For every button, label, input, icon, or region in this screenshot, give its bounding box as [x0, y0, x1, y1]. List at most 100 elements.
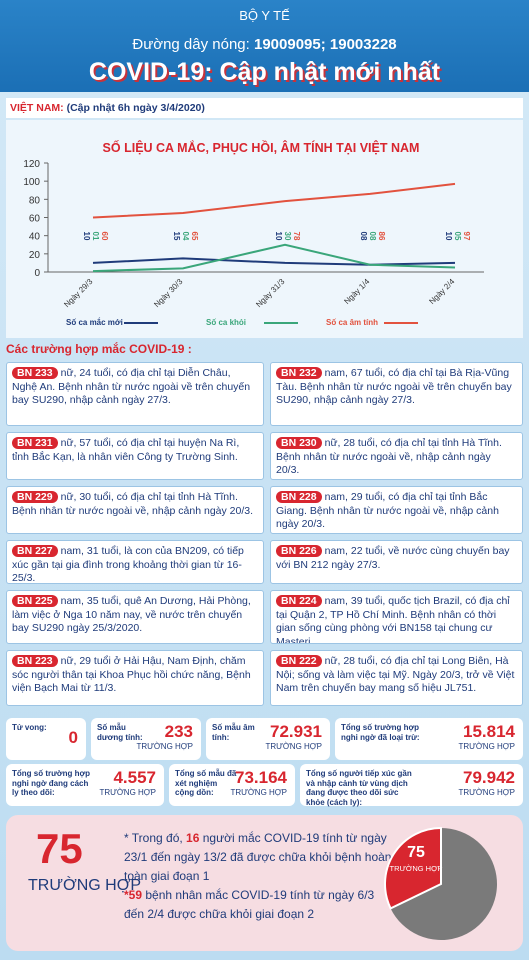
value-label: 60	[100, 232, 109, 241]
pie-slice	[390, 828, 497, 940]
y-tick-label: 120	[23, 159, 40, 170]
case-text: nữ, 24 tuổi, có địa chỉ tại Diễn Châu, N…	[12, 367, 251, 406]
title: COVID-19: Cập nhật mới nhất	[88, 58, 441, 86]
stat-value: 15.814	[463, 722, 515, 741]
stat-label: Tử vong:	[12, 723, 47, 732]
series-line	[92, 243, 456, 273]
y-tick-label: 0	[34, 268, 40, 279]
cases-grid: BN 233 nữ, 24 tuổi, có địa chỉ tại Diễn C…	[6, 362, 523, 706]
stat-unit: TRƯỜNG HỢP	[99, 788, 156, 797]
y-tick-label: 40	[29, 232, 41, 243]
case-id: BN 223	[12, 655, 58, 667]
stat-box: Số mẫu dương tính: 233 TRƯỜNG HỢP	[91, 718, 201, 760]
recovered-unit: TRƯỜNG HỢP	[28, 877, 142, 894]
case-id: BN 232	[276, 367, 322, 379]
case-text: nam, 35 tuổi, quê An Dương, Hải Phòng, l…	[12, 595, 251, 634]
pie-value: 75	[407, 844, 425, 861]
series-line	[92, 257, 456, 266]
case-id: BN 222	[276, 655, 322, 667]
chart-title: SỐ LIỆU CA MẮC, PHỤC HỒI, ÂM TÍNH TẠI VI…	[103, 140, 420, 155]
stat-value: 72.931	[270, 722, 322, 741]
value-label: 10	[274, 232, 283, 241]
case-text: nữ, 28 tuổi, có địa chỉ tại Long Biên, H…	[276, 655, 515, 694]
case-card: BN 223 nữ, 29 tuổi ở Hải Hậu, Nam Định, c…	[6, 650, 264, 706]
y-tick-label: 60	[29, 214, 41, 225]
note-prefix: * Trong đó,	[124, 831, 187, 845]
hotline-number: 19009095; 19003228	[253, 36, 397, 53]
value-label: 05	[453, 232, 462, 241]
recovered-notes: * Trong đó, 16 người mắc COVID-19 tính t…	[124, 829, 394, 924]
x-tick-label: Ngày 2/4	[427, 277, 456, 306]
chart: SỐ LIỆU CA MẮC, PHỤC HỒI, ÂM TÍNH TẠI VI…	[23, 140, 484, 327]
cases-title: Các trường hợp mắc COVID-19 :	[6, 342, 192, 356]
stat-label: Tổng số trường hợp nghi ngờ đã loại trừ:	[341, 723, 420, 742]
stat-value: 79.942	[463, 768, 515, 787]
legend-label: Số ca mắc mới	[66, 318, 123, 327]
case-text: nam, 31 tuổi, là con của BN209, có tiếp …	[12, 545, 244, 584]
case-id: BN 225	[12, 595, 58, 607]
stat-unit: TRƯỜNG HỢP	[230, 788, 287, 797]
value-label: 10	[82, 232, 91, 241]
note-1: * Trong đó, 16 người mắc COVID-19 tính t…	[124, 829, 394, 886]
hotline-label: Đường dây nóng:	[132, 36, 254, 53]
x-tick-label: Ngày 1/4	[342, 277, 371, 306]
country: VIỆT NAM:	[10, 102, 64, 114]
note-number: 16	[186, 831, 200, 845]
update-bar: VIỆT NAM: (Cập nhật 6h ngày 3/4/2020)	[6, 98, 523, 118]
y-tick-label: 20	[29, 250, 41, 261]
case-text: nam, 22 tuổi, về nước cùng chuyến bay vớ…	[276, 545, 510, 571]
value-label: 01	[91, 232, 100, 241]
case-id: BN 230	[276, 437, 322, 449]
note-number: 59	[128, 888, 143, 902]
recovered-count: 75	[36, 825, 83, 872]
value-label: 04	[181, 232, 190, 241]
x-tick-label: Ngày 30/3	[152, 277, 185, 310]
case-text: nam, 29 tuổi, có địa chỉ tại tỉnh Bắc Gi…	[276, 491, 499, 530]
note-prefix: *	[124, 888, 129, 902]
stat-value: 233	[164, 722, 193, 741]
pie: 75 TRƯỜNG HỢP	[384, 826, 497, 940]
stat-box: Tổng số trường hợp nghi ngờ đang cách ly…	[6, 764, 164, 806]
case-card: BN 233 nữ, 24 tuổi, có địa chỉ tại Diễn C…	[6, 362, 264, 426]
note-2: *59 bệnh nhân mắc COVID-19 tính từ ngày …	[124, 886, 394, 924]
legend-label: Số ca khỏi	[206, 318, 246, 327]
case-card: BN 227 nam, 31 tuổi, là con của BN209, có…	[6, 540, 264, 584]
value-label: 65	[190, 232, 199, 241]
stat-label: Tổng số trường hợp nghi ngờ đang cách ly…	[12, 769, 91, 797]
case-id: BN 228	[276, 491, 322, 503]
case-card: BN 231 nữ, 57 tuổi, có địa chỉ tại huyện …	[6, 432, 264, 480]
value-label: 10	[444, 232, 453, 241]
case-card: BN 226 nam, 22 tuổi, về nước cùng chuyến …	[270, 540, 523, 584]
case-card: BN 222 nữ, 28 tuổi, có địa chỉ tại Long B…	[270, 650, 523, 706]
note-text: bệnh nhân mắc COVID-19 tính từ ngày 6/3 …	[124, 888, 375, 921]
case-text: nữ, 30 tuổi, có địa chỉ tại tỉnh Hà Tĩnh…	[12, 491, 254, 517]
case-card: BN 228 nam, 29 tuổi, có địa chỉ tại tỉnh …	[270, 486, 523, 534]
stat-unit: TRƯỜNG HỢP	[458, 788, 515, 797]
case-text: nữ, 57 tuổi, có địa chỉ tại huyện Na Rì,…	[12, 437, 240, 463]
y-tick-label: 80	[29, 195, 41, 206]
stat-value: 73.164	[235, 768, 287, 787]
value-label: 08	[359, 232, 368, 241]
case-id: BN 224	[276, 595, 322, 607]
legend-label: Số ca âm tính	[326, 318, 378, 327]
case-card: BN 230 nữ, 28 tuổi, có địa chỉ tại tỉnh H…	[270, 432, 523, 480]
case-card: BN 232 nam, 67 tuổi, có địa chỉ tại Bà Rị…	[270, 362, 523, 426]
hotline: Đường dây nóng: 19009095; 19003228	[0, 36, 529, 53]
stat-unit: TRƯỜNG HỢP	[458, 742, 515, 751]
stat-label: Tổng số người tiếp xúc gần và nhập cảnh …	[306, 769, 412, 807]
stat-box: Tổng số người tiếp xúc gần và nhập cảnh …	[300, 764, 523, 807]
stat-box: Tử vong: 0	[6, 718, 86, 760]
stat-label: Số mẫu âm tính:	[212, 723, 255, 742]
ministry: BỘ Y TẾ	[239, 8, 290, 23]
x-tick-label: Ngày 31/3	[254, 277, 287, 310]
case-text: nam, 39 tuổi, quốc tịch Brazil, có địa c…	[276, 595, 510, 644]
pie-slice	[384, 826, 442, 910]
case-id: BN 227	[12, 545, 58, 557]
stat-box: Tổng số trường hợp nghi ngờ đã loại trừ:…	[335, 718, 523, 760]
pie-unit: TRƯỜNG HỢP	[389, 864, 442, 873]
value-label: 15	[172, 232, 181, 241]
stat-box: Tổng số mẫu đã xét nghiệm cộng dồn: 73.16…	[169, 764, 295, 806]
update-time: (Cập nhật 6h ngày 3/4/2020)	[66, 102, 205, 114]
note-text: người mắc COVID-19 tính từ ngày 23/1 đến…	[124, 831, 392, 883]
